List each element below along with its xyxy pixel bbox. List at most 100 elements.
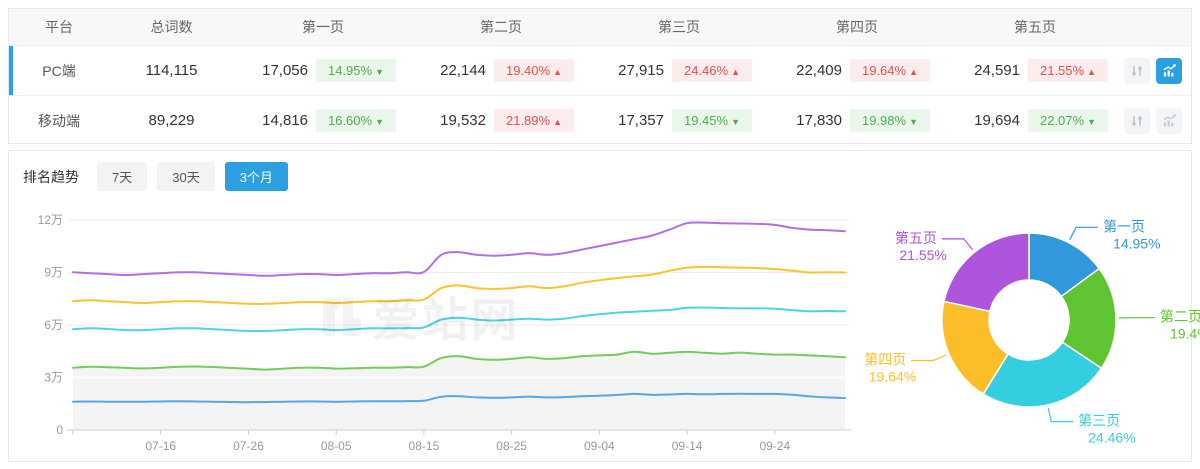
donut-label-percent: 24.46% [1088, 430, 1135, 446]
page-stat-cell: 24,591 21.55% ▲ [946, 59, 1124, 82]
sort-button[interactable] [1124, 57, 1150, 84]
series-line-第四页 [72, 265, 846, 305]
keyword-count: 14,816 [262, 112, 308, 129]
trend-chart-icon [1163, 114, 1176, 127]
x-axis-label: 07-16 [145, 439, 176, 453]
keyword-count: 22,144 [440, 62, 486, 79]
sort-arrows-icon [1131, 64, 1143, 77]
range-tab-3个月[interactable]: 3个月 [224, 162, 288, 191]
donut-label-name: 第二页 [1160, 309, 1200, 325]
trend-title: 排名趋势 [23, 168, 79, 185]
area-fill [73, 351, 845, 430]
column-header-7: 第五页 [1014, 19, 1056, 35]
percent-change-badge: 21.89% ▲ [494, 109, 574, 132]
label-leader-line [911, 354, 947, 362]
x-axis-label: 07-26 [233, 439, 264, 453]
total-words-value: 89,229 [148, 112, 195, 129]
arrow-down-icon: ▼ [1087, 117, 1096, 127]
page-stat-cell: 14,816 16.60% ▼ [234, 109, 412, 132]
arrow-up-icon: ▲ [1087, 67, 1096, 77]
series-line-第五页 [72, 221, 846, 277]
x-axis-label: 08-05 [321, 439, 352, 453]
page-stat-cell: 17,357 19.45% ▼ [590, 109, 768, 132]
table-body: PC端 114,115 17,056 14.95% ▼ 22,144 19.40% ▲ 27,9… [9, 46, 1191, 145]
keyword-count: 24,591 [974, 62, 1020, 79]
range-tab-30天[interactable]: 30天 [157, 162, 215, 191]
keyword-count: 17,357 [618, 112, 664, 129]
donut-label-name: 第五页 [895, 230, 937, 246]
x-axis-label: 09-24 [759, 439, 790, 453]
column-header-1: 平台 [45, 19, 73, 35]
page-stat-cell: 22,144 19.40% ▲ [412, 59, 590, 82]
column-header-4: 第二页 [480, 19, 522, 35]
arrow-up-icon: ▲ [909, 67, 918, 77]
sort-button[interactable] [1124, 107, 1150, 134]
keyword-count: 27,915 [618, 62, 664, 79]
keyword-count: 17,830 [796, 112, 842, 129]
column-header-6: 第四页 [836, 19, 878, 35]
rank-summary-table: 平台 总词数 第一页 第二页 第三页 第四页 第五页 PC端 114,115 17,056 14.… [8, 8, 1192, 144]
sort-arrows-icon [1131, 114, 1143, 127]
page-stat-cell: 17,056 14.95% ▼ [234, 59, 412, 82]
keyword-count: 19,532 [440, 112, 486, 129]
row-actions [1124, 57, 1194, 84]
donut-label-percent: 21.55% [899, 247, 946, 263]
donut-label-percent: 19.4% [1170, 326, 1200, 342]
column-header-3: 第一页 [302, 19, 344, 35]
column-header-2: 总词数 [150, 19, 193, 35]
y-axis-label: 0 [56, 423, 63, 437]
row-actions [1124, 107, 1194, 134]
percent-change-badge: 19.98% ▼ [850, 109, 930, 132]
label-leader-line [1047, 407, 1074, 423]
arrow-down-icon: ▼ [909, 117, 918, 127]
trend-charts: 0 3万 6万 9万 12万 07-16 07-26 08-05 08-15 08-25 09-04… [9, 198, 1200, 460]
donut-label-name: 第四页 [864, 352, 906, 368]
donut-slice-第五页[interactable] [943, 232, 1030, 313]
column-header-5: 第三页 [658, 19, 700, 35]
percent-change-badge: 16.60% ▼ [316, 109, 396, 132]
x-axis-label: 09-04 [584, 439, 615, 453]
percent-change-badge: 21.55% ▲ [1028, 59, 1108, 82]
table-row[interactable]: PC端 114,115 17,056 14.95% ▼ 22,144 19.40% ▲ 27,9… [9, 46, 1191, 95]
page-stat-cell: 19,694 22.07% ▼ [946, 109, 1124, 132]
show-trend-button[interactable] [1156, 107, 1182, 134]
arrow-down-icon: ▼ [375, 67, 384, 77]
label-leader-line [941, 238, 974, 251]
y-axis-label: 12万 [38, 213, 63, 227]
range-tab-7天[interactable]: 7天 [97, 162, 148, 191]
arrow-up-icon: ▲ [553, 117, 562, 127]
percent-change-badge: 19.64% ▲ [850, 59, 930, 82]
percent-change-badge: 22.07% ▼ [1028, 109, 1108, 132]
donut-label-percent: 19.64% [869, 369, 916, 385]
percent-change-badge: 14.95% ▼ [316, 59, 396, 82]
donut-label-name: 第三页 [1078, 413, 1120, 429]
y-axis-label: 6万 [44, 318, 63, 332]
page-stat-cell: 22,409 19.64% ▲ [768, 59, 946, 82]
rank-trend-panel: 排名趋势 7天 30天 3个月 0 3万 6万 9万 12万 07-16 07-26 08-05 0… [8, 150, 1200, 462]
x-axis-label: 09-14 [672, 439, 703, 453]
y-axis-label: 3万 [44, 371, 63, 385]
series-line-第三页 [72, 306, 846, 333]
keyword-count: 19,694 [974, 112, 1020, 129]
x-axis-label: 08-25 [496, 439, 527, 453]
page-stat-cell: 27,915 24.46% ▲ [590, 59, 768, 82]
y-axis-label: 9万 [44, 266, 63, 280]
percent-change-badge: 24.46% ▲ [672, 59, 752, 82]
platform-label: PC端 [42, 62, 76, 79]
platform-label: 移动端 [38, 112, 80, 129]
arrow-up-icon: ▲ [731, 67, 740, 77]
page-stat-cell: 17,830 19.98% ▼ [768, 109, 946, 132]
table-row[interactable]: 移动端 89,229 14,816 16.60% ▼ 19,532 21.89% ▲ 17,35… [9, 95, 1191, 145]
series-line-第二页 [72, 350, 846, 371]
donut-slice-第三页[interactable] [982, 341, 1103, 408]
donut-label-name: 第一页 [1103, 218, 1145, 234]
donut-label-percent: 14.95% [1113, 235, 1160, 251]
percent-change-badge: 19.40% ▲ [494, 59, 574, 82]
percent-change-badge: 19.45% ▼ [672, 109, 752, 132]
arrow-down-icon: ▼ [375, 117, 384, 127]
page-stat-cell: 19,532 21.89% ▲ [412, 109, 590, 132]
show-trend-button[interactable] [1156, 57, 1182, 84]
table-header: 平台 总词数 第一页 第二页 第三页 第四页 第五页 [9, 9, 1191, 46]
